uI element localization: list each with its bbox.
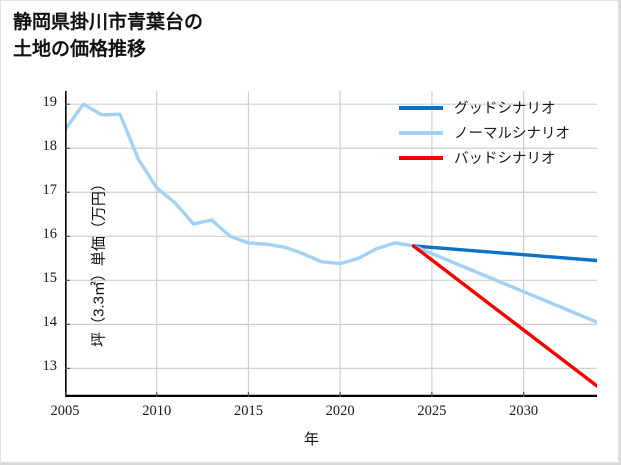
legend-item-good[interactable]: グッドシナリオ [399,95,609,120]
series-line [411,244,597,324]
legend-swatch-bad [399,155,443,160]
legend-item-bad[interactable]: バッドシナリオ [399,145,609,170]
page-title: 静岡県掛川市青葉台の 土地の価格推移 [13,12,204,60]
series-line [411,244,597,263]
y-tick-label: 16 [42,226,58,243]
y-tick-label: 15 [42,270,58,287]
series-line [411,244,597,388]
axis-ticks [65,103,525,397]
series-line [65,102,416,266]
x-tick-label: 2030 [509,403,539,419]
x-tick-label: 2025 [417,403,447,419]
axis-spines [65,91,597,397]
y-tick-label: 13 [42,358,58,375]
plot-area: 13 14 15 16 17 18 19 2005 2010 2015 2020 2025 2030 … [43,91,597,419]
legend-label-good: グッドシナリオ [454,101,556,117]
y-tick-label: 19 [42,94,58,111]
legend-swatch-good [399,105,443,110]
data-lines [65,102,597,388]
legend-label-normal: ノーマルシナリオ [454,126,570,142]
x-tick-label: 2015 [233,403,263,419]
legend-label-bad: バッドシナリオ [454,151,556,167]
y-tick-label: 14 [42,314,58,331]
gridlines [65,91,597,397]
y-tick-label: 17 [42,182,58,199]
x-tick-label: 2005 [50,403,80,419]
plot-svg [65,91,597,397]
x-axis-title: 年 [303,431,319,448]
x-tick-label: 2020 [325,403,355,419]
legend: グッドシナリオ ノーマルシナリオ バッドシナリオ [399,95,609,170]
legend-swatch-normal [399,130,443,135]
x-tick-label: 2010 [142,403,172,419]
y-axis-title: 坪（3.3㎡）単価（万円） [90,176,108,347]
y-tick-label: 18 [42,138,58,155]
legend-item-normal[interactable]: ノーマルシナリオ [399,120,609,145]
